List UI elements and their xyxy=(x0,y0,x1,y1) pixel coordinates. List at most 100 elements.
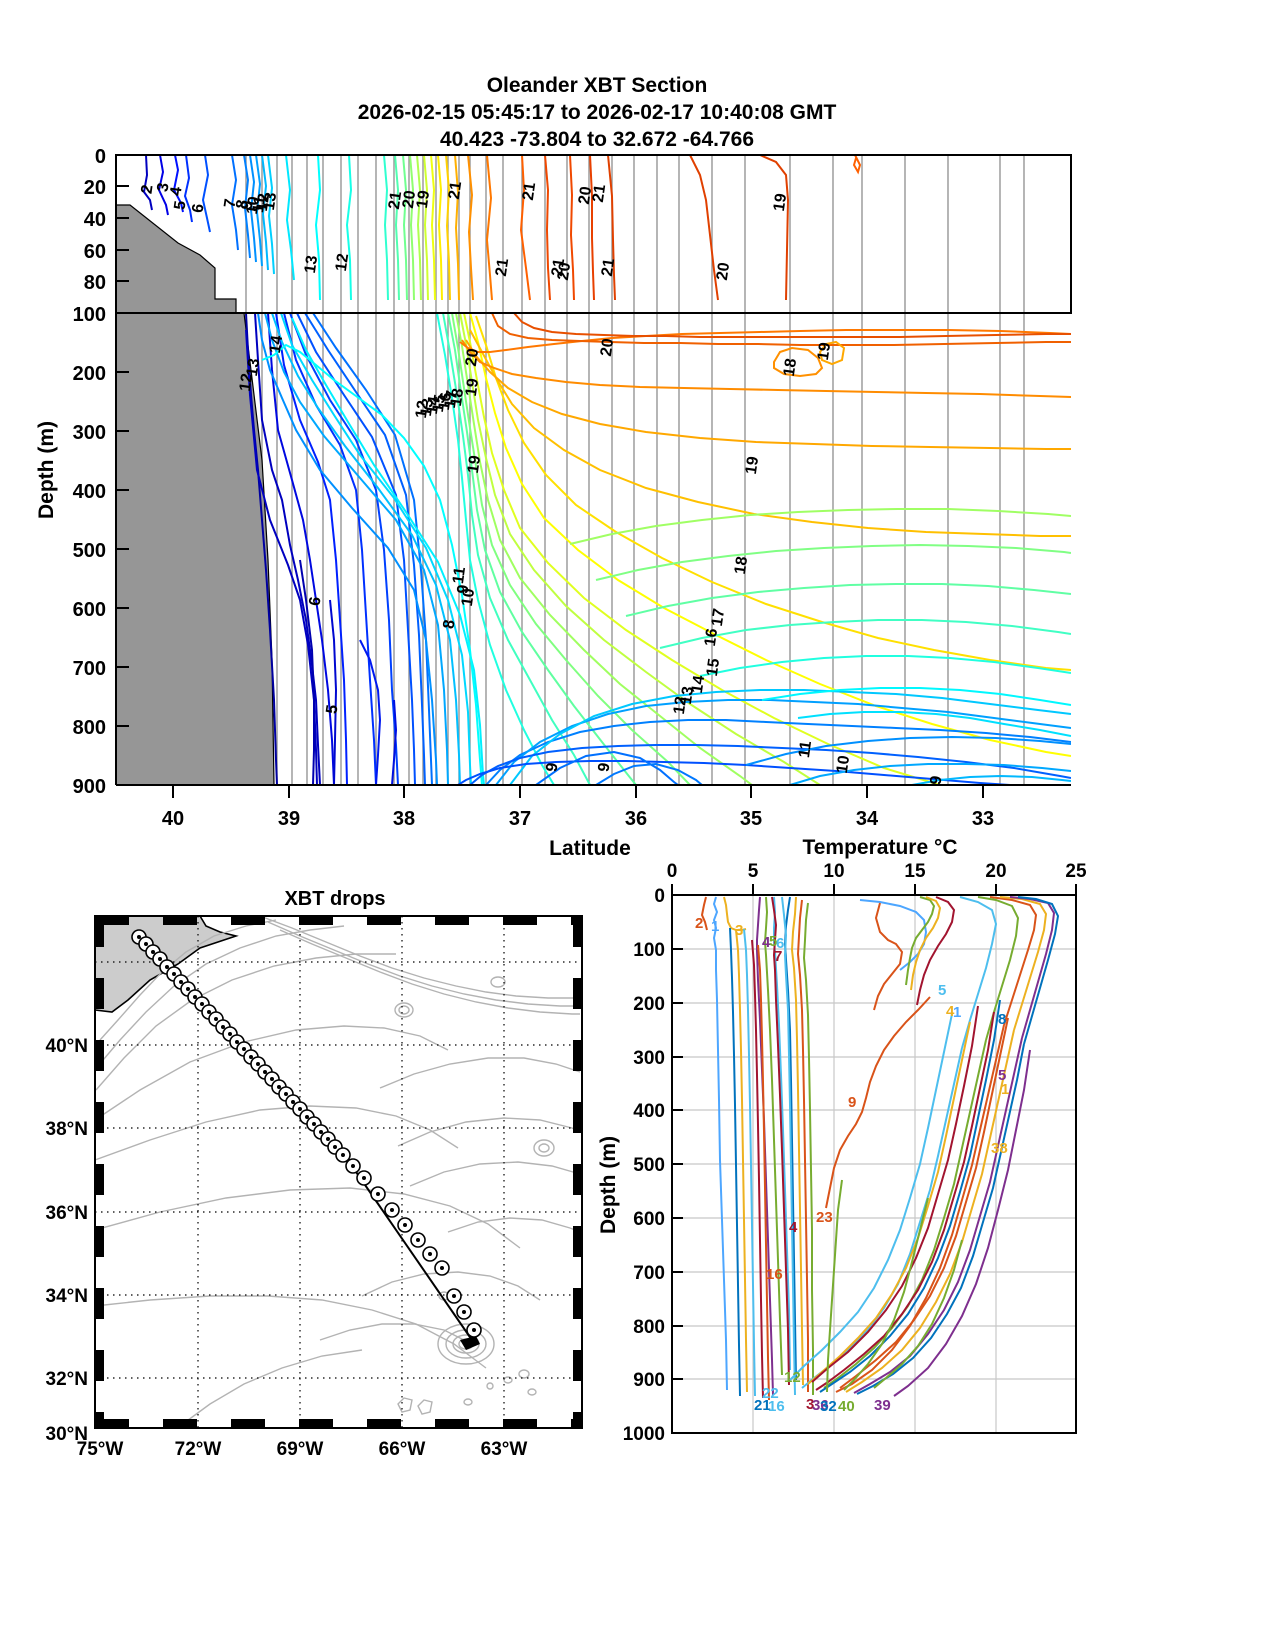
xbt-drop-markers xyxy=(131,929,482,1344)
ytick-60: 60 xyxy=(84,241,106,263)
ytick-0: 0 xyxy=(95,146,106,168)
section-contours-upper xyxy=(142,155,862,301)
section-xlabel: Latitude xyxy=(549,837,631,860)
profile-curve-label: 5 xyxy=(938,982,946,999)
xtick-40: 40 xyxy=(162,808,184,830)
contour-label: 3 xyxy=(155,182,173,193)
map-ytick-34N: 34°N xyxy=(46,1286,88,1307)
profile-xtick-10: 10 xyxy=(823,861,844,882)
contour-label: 9 xyxy=(596,762,614,773)
profile-ylabel: Depth (m) xyxy=(597,1136,620,1234)
contour-label: 19 xyxy=(465,454,484,474)
profile-curve-label: 21 xyxy=(754,1397,771,1414)
contour-label: 10 xyxy=(459,587,478,607)
profile-curve-label: 4 xyxy=(946,1003,955,1020)
contour-label: 18 xyxy=(781,357,800,377)
profile-curve-label: 7 xyxy=(774,948,782,965)
profile-ytick-200: 200 xyxy=(633,994,665,1015)
ytick-200: 200 xyxy=(73,363,106,385)
profile-xtick-5: 5 xyxy=(748,861,759,882)
contour-label: 6 xyxy=(307,596,325,607)
contour-label: 20 xyxy=(555,261,574,281)
ytick-100: 100 xyxy=(73,304,106,326)
map-xtick-labels: 75°W 72°W 69°W 66°W 63°W xyxy=(77,1439,528,1460)
section-ytick-labels-lower: 200 300 400 500 600 700 800 900 xyxy=(73,363,106,798)
contour-label: 21 xyxy=(549,257,568,277)
contour-label: 12 xyxy=(413,399,432,419)
xtick-35: 35 xyxy=(740,808,762,830)
contour-label: 19 xyxy=(815,341,834,361)
profile-plot: Temperature °C xyxy=(597,836,1087,1445)
ytick-20: 20 xyxy=(84,177,106,199)
contour-label: 21 xyxy=(386,190,405,210)
profile-ytick-600: 600 xyxy=(633,1209,665,1230)
map-content xyxy=(95,916,582,1428)
ytick-700: 700 xyxy=(73,658,106,680)
map-ytick-38N: 38°N xyxy=(46,1119,88,1140)
contour-label: 21 xyxy=(599,257,618,277)
figure-title-line1: Oleander XBT Section xyxy=(487,74,708,97)
contour-label: 11 xyxy=(250,195,269,214)
bermuda-marker xyxy=(460,1336,480,1350)
contour-label: 10 xyxy=(834,754,853,774)
profile-curve-label: 1 xyxy=(953,1004,961,1021)
section-yticks-lower xyxy=(116,371,129,786)
section-ylabel: Depth (m) xyxy=(35,421,58,519)
profile-ytick-800: 800 xyxy=(633,1317,665,1338)
profile-curve-label: 8 xyxy=(998,1011,1006,1028)
profile-curve-label: 36 xyxy=(812,1397,829,1414)
xtick-38: 38 xyxy=(393,808,415,830)
xtick-34: 34 xyxy=(856,808,879,830)
contour-label: 14 xyxy=(267,334,286,354)
profile-ytick-labels: 0 100 200 300 400 500 600 700 800 900 10… xyxy=(623,886,665,1445)
profile-curve-label: 1 xyxy=(1001,1081,1009,1098)
profile-ytick-400: 400 xyxy=(633,1101,665,1122)
map-ytick-labels: 40°N 38°N 36°N 34°N 32°N 30°N xyxy=(46,1036,88,1445)
contour-label: 18 xyxy=(732,555,751,575)
map-ytick-40N: 40°N xyxy=(46,1036,88,1057)
map-background xyxy=(95,916,582,1428)
contour-label: 21 xyxy=(446,180,465,200)
profile-ytick-500: 500 xyxy=(633,1155,665,1176)
profile-curve-label: 16 xyxy=(768,1398,785,1415)
map-plot: XBT drops xyxy=(46,888,583,1460)
profile-xtick-0: 0 xyxy=(667,861,678,882)
ytick-900: 900 xyxy=(73,776,106,798)
profile-ytick-1000: 1000 xyxy=(623,1424,665,1445)
contour-label: 8 xyxy=(234,199,252,210)
ytick-800: 800 xyxy=(73,717,106,739)
profile-curve-label: 22 xyxy=(762,1385,779,1402)
contour-label: 20 xyxy=(463,347,482,367)
profile-curve-label: 4 xyxy=(762,934,771,951)
section-ytick-labels-upper: 0 20 40 60 80 100 xyxy=(73,146,106,326)
ytick-500: 500 xyxy=(73,540,106,562)
contour-label: 12 xyxy=(237,372,256,392)
contour-label: 19 xyxy=(743,455,762,475)
xtick-33: 33 xyxy=(972,808,994,830)
profile-curve-label: 12 xyxy=(784,1369,801,1386)
contour-label: 10 xyxy=(244,195,263,215)
profile-xtick-25: 25 xyxy=(1065,861,1087,882)
profile-curve-label: 4 xyxy=(789,1219,798,1236)
contour-label: 20 xyxy=(576,185,595,205)
figure-title-line2: 2026-02-15 05:45:17 to 2026-02-17 10:40:… xyxy=(358,101,837,124)
profile-curve-label: 39 xyxy=(874,1397,891,1414)
profile-xtick-labels: 0 5 10 15 20 25 xyxy=(667,861,1087,882)
drop-lines xyxy=(245,155,1025,785)
xtick-37: 37 xyxy=(509,808,531,830)
contour-label: 16 xyxy=(702,627,721,647)
profile-curve-label: 9 xyxy=(848,1094,856,1111)
contour-label: 20 xyxy=(598,337,617,357)
profile-curve-label: 5 xyxy=(998,1067,1006,1084)
contour-label: 21 xyxy=(493,257,512,277)
bathy-contours xyxy=(95,916,581,1427)
profile-curve-label: 5 xyxy=(769,933,777,950)
contour-label: 20 xyxy=(714,261,733,281)
section-upper-frame xyxy=(115,154,1072,314)
contour-label: 13 xyxy=(678,685,697,705)
profile-curve-label: 1 xyxy=(711,918,719,935)
bathymetry-mask xyxy=(116,204,275,785)
contour-label: 19 xyxy=(414,189,433,209)
